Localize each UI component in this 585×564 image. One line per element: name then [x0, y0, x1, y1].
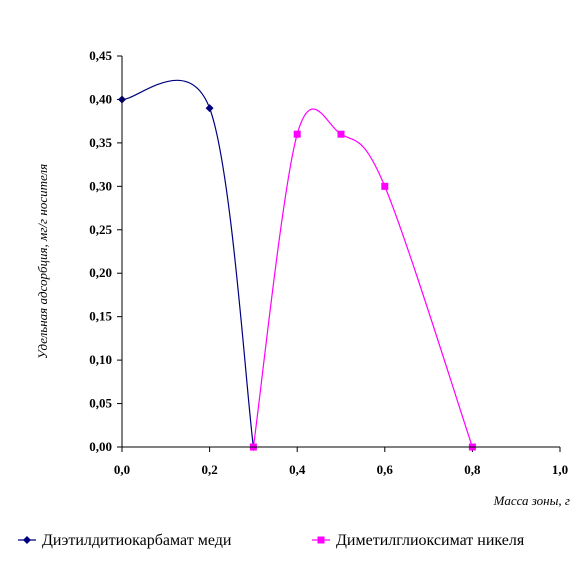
legend-marker: [317, 536, 325, 544]
x-tick-label: 0,8: [464, 462, 481, 477]
legend: Диэтилдитиокарбамат меди Диметилглиоксима…: [18, 532, 525, 549]
y-tick-label: 0,05: [89, 396, 112, 411]
y-tick-label: 0,20: [89, 265, 112, 280]
series-line-2: [252, 108, 473, 448]
y-tick-label: 0,15: [89, 309, 112, 324]
legend-label: Диэтилдитиокарбамат меди: [42, 532, 232, 549]
x-axis-ticks: 0,0 0,2 0,4 0,6 0,8 1,0: [114, 447, 568, 477]
series-line-1: [121, 79, 254, 448]
y-axis-title: Удельная адсорбция, мг/г носителя: [35, 164, 50, 359]
y-tick-label: 0,40: [89, 91, 112, 106]
y-tick-label: 0,45: [89, 48, 112, 63]
y-tick-label: 0,00: [89, 439, 112, 454]
data-point-series-2: [293, 130, 301, 138]
legend-marker: [23, 536, 31, 544]
x-axis-title: Масса зоны, г: [493, 493, 570, 508]
data-point-series-2: [337, 130, 345, 138]
y-axis-ticks: 0,00 0,05 0,10 0,15 0,20 0,25 0,30 0,35 0,40 0,45: [89, 48, 122, 454]
x-tick-label: 1,0: [552, 462, 568, 477]
series-lines: [118, 79, 476, 451]
y-tick-label: 0,30: [89, 178, 112, 193]
x-tick-label: 0,2: [201, 462, 217, 477]
data-point-series-2: [381, 182, 389, 190]
y-tick-label: 0,25: [89, 222, 112, 237]
y-tick-label: 0,35: [89, 135, 112, 150]
x-tick-label: 0,4: [289, 462, 306, 477]
x-tick-label: 0,0: [114, 462, 130, 477]
y-tick-label: 0,10: [89, 352, 112, 367]
legend-label: Диметилглиоксимат никеля: [336, 532, 525, 549]
x-tick-label: 0,6: [377, 462, 394, 477]
data-point-series-1: [205, 104, 214, 113]
